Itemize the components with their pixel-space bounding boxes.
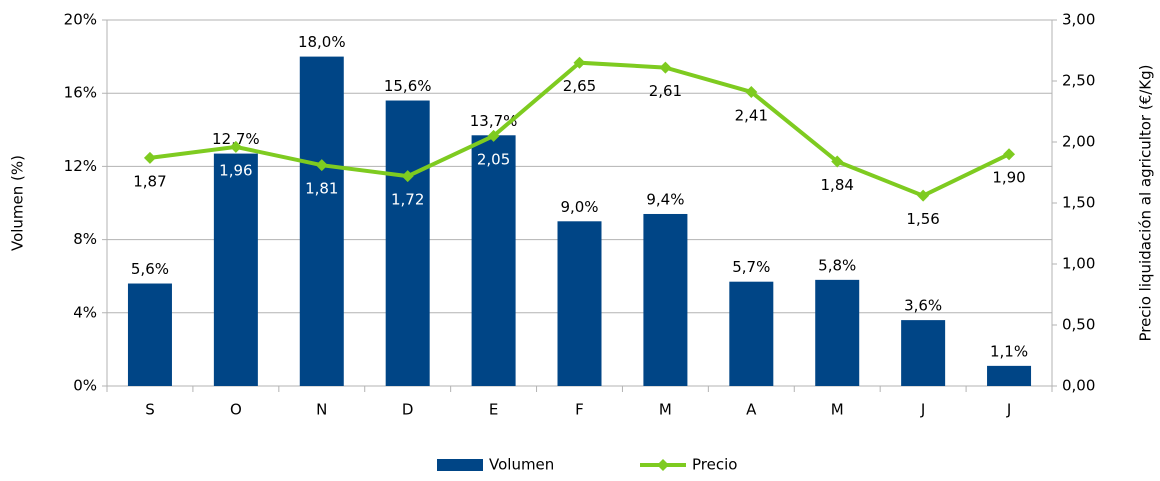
line-value-label: 1,96 bbox=[219, 161, 252, 179]
x-tick-label: J bbox=[920, 401, 925, 419]
line-marker bbox=[401, 170, 414, 183]
bar bbox=[471, 135, 516, 386]
y2-tick-label: 2,50 bbox=[1062, 72, 1095, 90]
bar bbox=[385, 100, 430, 387]
bar-value-label: 9,0% bbox=[560, 198, 598, 216]
bar bbox=[299, 56, 344, 386]
bar bbox=[815, 279, 860, 386]
x-tick-label: M bbox=[659, 401, 672, 419]
line-value-label: 2,65 bbox=[563, 77, 596, 95]
bar-value-label: 5,8% bbox=[818, 256, 856, 274]
y2-axis-title: Precio liquidación al agricultor (€/Kg) bbox=[1137, 64, 1155, 341]
line-value-label: 1,87 bbox=[133, 172, 166, 190]
y-tick-label: 8% bbox=[73, 230, 97, 248]
bar-value-label: 18,0% bbox=[298, 33, 346, 51]
y2-tick-label: 0,50 bbox=[1062, 316, 1095, 334]
legend-label: Precio bbox=[692, 456, 737, 474]
line-marker bbox=[831, 155, 844, 168]
line-value-label: 2,41 bbox=[735, 106, 768, 124]
line-value-label: 2,05 bbox=[477, 150, 510, 168]
line-value-label: 1,84 bbox=[821, 176, 854, 194]
line-marker bbox=[229, 140, 242, 153]
bar bbox=[127, 283, 172, 386]
bar bbox=[557, 221, 602, 386]
y2-tick-label: 2,00 bbox=[1062, 133, 1095, 151]
x-tick-label: F bbox=[575, 401, 584, 419]
x-tick-label: M bbox=[831, 401, 844, 419]
x-tick-label: S bbox=[145, 401, 155, 419]
line-value-label: 1,72 bbox=[391, 191, 424, 209]
y2-tick-label: 0,00 bbox=[1062, 377, 1095, 395]
line-marker bbox=[315, 159, 328, 172]
y-tick-label: 12% bbox=[64, 157, 97, 175]
line-marker bbox=[917, 189, 930, 202]
bar-value-label: 5,7% bbox=[732, 258, 770, 276]
legend-label: Volumen bbox=[489, 456, 554, 474]
line-marker bbox=[487, 129, 500, 142]
y2-tick-label: 3,00 bbox=[1062, 11, 1095, 29]
line-marker bbox=[659, 61, 672, 74]
line-marker bbox=[745, 85, 758, 98]
bar-value-label: 15,6% bbox=[384, 77, 432, 95]
bar bbox=[901, 320, 946, 386]
y-tick-label: 20% bbox=[64, 11, 97, 29]
bar-value-label: 9,4% bbox=[646, 190, 684, 208]
bar-value-label: 12,7% bbox=[212, 130, 260, 148]
x-tick-label: D bbox=[402, 401, 414, 419]
bar-value-label: 5,6% bbox=[131, 260, 169, 278]
bar bbox=[987, 365, 1032, 386]
x-tick-label: N bbox=[316, 401, 327, 419]
x-tick-label: J bbox=[1006, 401, 1011, 419]
y-axis-title: Volumen (%) bbox=[9, 155, 27, 251]
line-value-label: 1,56 bbox=[906, 210, 939, 228]
line-marker bbox=[143, 151, 156, 164]
line-value-label: 1,81 bbox=[305, 180, 338, 198]
bar bbox=[213, 153, 258, 386]
y-tick-label: 0% bbox=[73, 377, 97, 395]
bar bbox=[643, 213, 688, 386]
bar-value-label: 1,1% bbox=[990, 342, 1028, 360]
y2-tick-label: 1,50 bbox=[1062, 194, 1095, 212]
x-tick-label: O bbox=[230, 401, 242, 419]
bar-value-label: 3,6% bbox=[904, 297, 942, 315]
bar bbox=[729, 281, 774, 386]
line-value-label: 1,90 bbox=[992, 169, 1025, 187]
y-tick-label: 16% bbox=[64, 84, 97, 102]
legend-marker bbox=[657, 459, 669, 471]
x-tick-label: E bbox=[489, 401, 498, 419]
line-value-label: 2,61 bbox=[649, 82, 682, 100]
y2-tick-label: 1,00 bbox=[1062, 255, 1095, 273]
y-tick-label: 4% bbox=[73, 303, 97, 321]
line-marker bbox=[573, 56, 586, 69]
line-marker bbox=[1003, 148, 1016, 161]
legend-swatch bbox=[437, 459, 483, 471]
x-tick-label: A bbox=[746, 401, 757, 419]
